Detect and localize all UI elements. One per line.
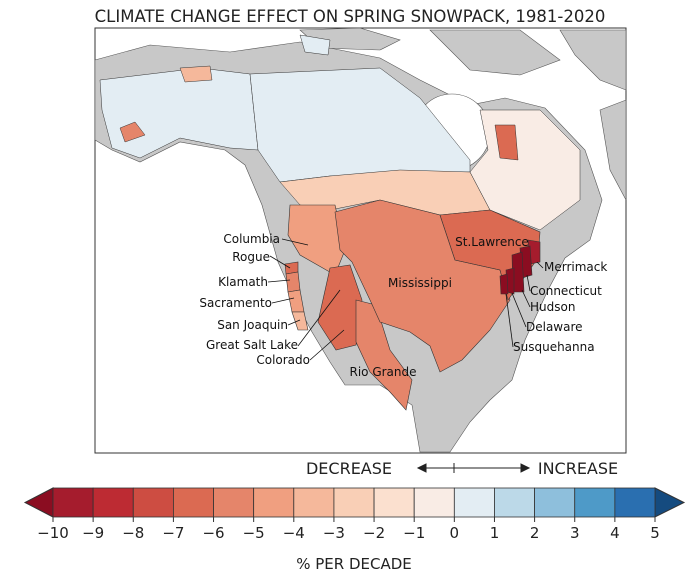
label-hudson: Hudson [530,300,575,314]
colorbar-tick-label: −8 [122,524,144,542]
leader-line-great-salt-lake [297,289,341,347]
colorbar-bin [574,487,616,518]
basin-klamath [285,271,301,293]
colorbar-tick-label: −5 [243,524,265,542]
unit-label: % PER DECADE [296,555,412,573]
colorbar-bin [52,487,94,518]
colorbar-over-arrow [654,487,686,518]
colorbar-tick-label: −10 [37,524,69,542]
label-merrimack: Merrimack [544,260,607,274]
label-colorado: Colorado [256,353,310,367]
colorbar-tick-label: 3 [570,524,580,542]
colorbar-tick-label: 2 [530,524,540,542]
label-columbia: Columbia [223,232,280,246]
map: Columbia Rogue Klamath Sacramento San Joaqui… [94,27,627,454]
leader-line-merrimack [536,261,544,269]
label-st-lawrence: St.Lawrence [455,235,529,249]
landmass [599,99,627,201]
basin-labels: Columbia Rogue Klamath Sacramento San Joaqui… [199,232,607,379]
colorbar-bin [373,487,415,518]
label-susquehanna: Susquehanna [513,340,595,354]
colorbar-tick-label: −6 [202,524,224,542]
colorbar-tick-label: 4 [610,524,620,542]
leader-line-columbia [281,238,309,246]
label-sacramento: Sacramento [199,296,272,310]
basin-colorado [317,264,363,351]
colorbar-tick-label: −2 [363,524,385,542]
colorbar-tick-label: 0 [450,524,460,542]
label-klamath: Klamath [218,275,268,289]
leader-line-sacramento [271,297,295,304]
colorbar-tick-label: −3 [323,524,345,542]
label-connecticut: Connecticut [530,284,602,298]
leader-line-colorado [309,329,345,361]
leader-line-delaware [511,292,527,328]
leader-line-san-joaquin [287,319,301,326]
landmass [559,29,627,91]
alaska-south-basin [119,121,146,143]
basin-susquehanna [499,273,509,295]
colorbar-tick-label: −9 [82,524,104,542]
colorbar-tick-label: −7 [162,524,184,542]
colorbar-bin [172,487,214,518]
colorbar-bin [92,487,134,518]
arctic-basin [299,34,331,56]
label-mississippi: Mississippi [388,276,452,290]
basins [99,34,581,411]
landmass [429,29,561,76]
leader-line-connecticut [526,274,531,292]
yukon-basin [179,65,213,83]
labrador-basin [494,124,519,161]
colorbar-tick-label: 5 [650,524,660,542]
colorbar-bin [132,487,174,518]
label-rogue: Rogue [232,250,270,264]
figure-title: CLIMATE CHANGE EFFECT ON SPRING SNOWPACK… [95,7,606,26]
colorbar: DECREASE INCREASE −10 −9 −8 −7 −6 −5 −4 −3 −2 −1 0… [23,459,686,573]
label-delaware: Delaware [526,320,583,334]
leader-line-klamath [267,279,291,283]
colorbar-bin [534,487,576,518]
basin-san-joaquin [291,311,309,331]
colorbar-bin [213,487,255,518]
label-great-salt-lake: Great Salt Lake [206,338,298,352]
colorbar-bin [293,487,335,518]
direction-arrow [416,463,531,473]
decrease-label: DECREASE [306,459,392,478]
label-san-joaquin: San Joaquin [217,318,288,332]
colorbar-bin [253,487,295,518]
leader-line-susquehanna [505,293,514,348]
colorbar-tick-label: 1 [490,524,500,542]
label-rio-grande: Rio Grande [349,365,416,379]
label-leaders [267,238,544,361]
leader-line-hudson [521,289,531,308]
colorbar-bin [413,487,455,518]
colorbar-bin [333,487,375,518]
colorbar-bin [614,487,656,518]
colorbar-bin [494,487,536,518]
leader-line-rogue [269,255,291,269]
colorbar-under-arrow [23,487,54,518]
colorbar-bin [453,487,495,518]
colorbar-tick-label: −1 [403,524,425,542]
colorbar-tick-label: −4 [283,524,305,542]
increase-label: INCREASE [538,459,618,478]
